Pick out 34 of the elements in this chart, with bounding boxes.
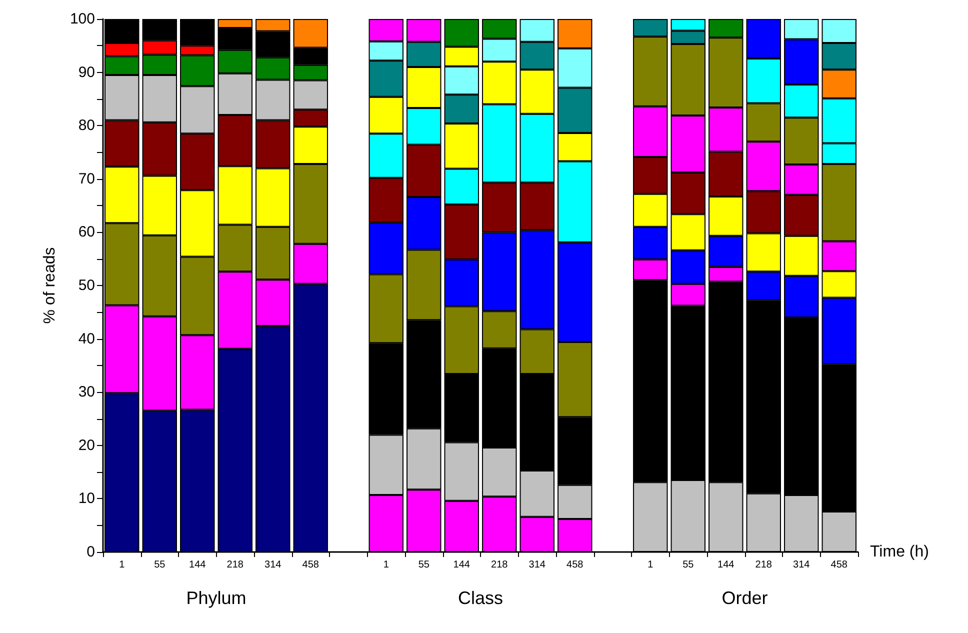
x-tick-label: 314 bbox=[528, 560, 546, 570]
text: Order bbox=[722, 588, 768, 608]
y-axis-title: % of reads bbox=[42, 247, 58, 324]
x-tick-label: 218 bbox=[226, 560, 244, 570]
text: Class bbox=[458, 588, 504, 608]
y-tick-label: 60 bbox=[78, 224, 95, 241]
y-tick-label: 80 bbox=[78, 117, 95, 134]
x-tick-label: 458 bbox=[302, 560, 320, 570]
y-tick-label: 70 bbox=[78, 170, 95, 188]
y-tick-label: 90 bbox=[78, 64, 95, 81]
x-tick-label: 314 bbox=[264, 560, 282, 570]
x-tick-label: 218 bbox=[491, 560, 508, 570]
x-tick-label: 1 bbox=[119, 560, 126, 570]
x-tick-label: 458 bbox=[830, 560, 848, 570]
x-axis-title: Time (h) bbox=[870, 544, 929, 560]
x-tick-label: 1 bbox=[383, 560, 390, 570]
x-tick-label: 1 bbox=[648, 560, 654, 570]
y-tick-label: 20 bbox=[78, 436, 95, 454]
x-tick-label: 144 bbox=[189, 560, 206, 570]
x-tick-label: 218 bbox=[755, 560, 772, 570]
y-tick-label: 10 bbox=[78, 490, 95, 508]
text: Phylum bbox=[186, 588, 246, 608]
y-tick-label: 30 bbox=[78, 384, 95, 401]
x-tick-label: 314 bbox=[793, 560, 810, 570]
x-tick-label: 55 bbox=[154, 560, 166, 570]
x-tick-label: 458 bbox=[566, 560, 584, 570]
y-tick-label: 40 bbox=[78, 330, 95, 348]
x-tick-label: 55 bbox=[418, 560, 430, 570]
y-tick-label: 100 bbox=[70, 10, 95, 28]
x-tick-label: 144 bbox=[718, 560, 735, 570]
y-tick-label: 0 bbox=[86, 544, 95, 560]
x-tick-label: 55 bbox=[682, 560, 694, 570]
x-tick-label: 144 bbox=[453, 560, 470, 570]
y-tick-label: 50 bbox=[78, 277, 95, 294]
